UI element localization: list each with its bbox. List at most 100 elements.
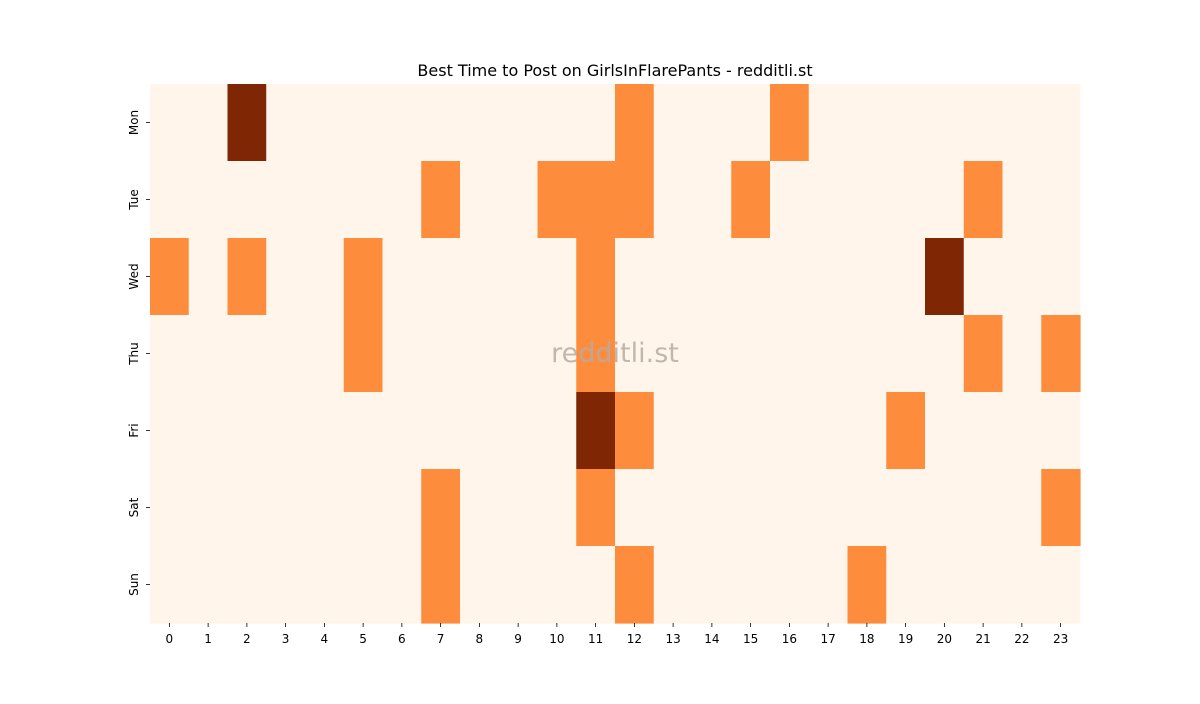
heatmap-cell-wed-10 <box>537 238 577 316</box>
heatmap-cell-wed-21 <box>963 238 1004 316</box>
heatmap-cell-sat-22 <box>1002 469 1042 547</box>
heatmap-cell-mon-2 <box>227 84 267 162</box>
heatmap-cell-mon-10 <box>537 84 577 162</box>
heatmap-cell-wed-4 <box>305 238 345 316</box>
y-tick-label-sat: Sat <box>127 497 141 517</box>
heatmap-cell-wed-6 <box>382 238 422 316</box>
heatmap-cell-sun-1 <box>188 546 229 624</box>
heatmap-cell-tue-18 <box>847 161 887 239</box>
heatmap-cell-tue-17 <box>808 161 849 239</box>
heatmap-cell-fri-18 <box>847 392 887 470</box>
x-axis: 0 1 2 3 4 5 6 7 8 9 10 11 12 13 14 15 16 17 18 19 20 21 22 23 <box>166 623 1068 646</box>
heatmap-cell-sun-19 <box>886 546 926 624</box>
heatmap-cell-tue-1 <box>188 161 229 239</box>
heatmap-cell-thu-5 <box>343 315 384 393</box>
heatmap-cell-thu-16 <box>770 315 810 393</box>
heatmap-cell-fri-15 <box>731 392 771 470</box>
heatmap-cell-wed-7 <box>421 238 461 316</box>
heatmap-cell-sat-17 <box>808 469 849 547</box>
heatmap-cell-wed-1 <box>188 238 229 316</box>
heatmap-cell-mon-11 <box>576 84 616 162</box>
heatmap-cell-sun-5 <box>343 546 384 624</box>
heatmap-cell-sat-20 <box>925 469 965 547</box>
heatmap-cell-tue-13 <box>653 161 694 239</box>
heatmap-cell-thu-0 <box>150 315 190 393</box>
heatmap-cell-thu-17 <box>808 315 849 393</box>
heatmap-cell-mon-3 <box>266 84 306 162</box>
heatmap-cell-wed-15 <box>731 238 771 316</box>
heatmap-cell-sat-23 <box>1041 469 1081 547</box>
heatmap-cell-sat-13 <box>653 469 694 547</box>
heatmap-cell-wed-13 <box>653 238 694 316</box>
heatmap-cell-tue-19 <box>886 161 926 239</box>
heatmap-cell-mon-8 <box>460 84 500 162</box>
heatmap-cell-fri-5 <box>343 392 384 470</box>
y-tick-label-fri: Fri <box>127 423 141 437</box>
heatmap-cell-wed-19 <box>886 238 926 316</box>
x-tick-label-6: 6 <box>398 632 406 646</box>
heatmap-cell-mon-18 <box>847 84 887 162</box>
heatmap-cell-thu-8 <box>460 315 500 393</box>
heatmap-cell-mon-19 <box>886 84 926 162</box>
heatmap-cell-fri-12 <box>615 392 655 470</box>
x-tick-label-3: 3 <box>282 632 290 646</box>
heatmap-cell-sun-17 <box>808 546 849 624</box>
x-tick-label-11: 11 <box>588 632 603 646</box>
heatmap-cell-fri-10 <box>537 392 577 470</box>
heatmap-cell-sun-11 <box>576 546 616 624</box>
heatmap-cell-fri-8 <box>460 392 500 470</box>
y-tick-label-thu: Thu <box>127 342 141 366</box>
heatmap-cell-sun-16 <box>770 546 810 624</box>
heatmap-cell-sat-1 <box>188 469 229 547</box>
heatmap-cell-sat-21 <box>963 469 1004 547</box>
heatmap-cell-fri-1 <box>188 392 229 470</box>
heatmap-cell-tue-14 <box>692 161 732 239</box>
x-tick-label-5: 5 <box>359 632 367 646</box>
heatmap-cell-mon-4 <box>305 84 345 162</box>
heatmap-cell-thu-19 <box>886 315 926 393</box>
heatmap-cell-tue-9 <box>498 161 539 239</box>
heatmap-cell-tue-7 <box>421 161 461 239</box>
heatmap-cell-sun-22 <box>1002 546 1042 624</box>
heatmap-cell-thu-14 <box>692 315 732 393</box>
y-tick-label-wed: Wed <box>127 263 141 289</box>
x-tick-label-7: 7 <box>437 632 445 646</box>
x-tick-label-18: 18 <box>859 632 874 646</box>
heatmap-cell-sat-16 <box>770 469 810 547</box>
heatmap-cell-tue-6 <box>382 161 422 239</box>
heatmap-cell-fri-11 <box>576 392 616 470</box>
heatmap-cell-sun-18 <box>847 546 887 624</box>
heatmap-cell-wed-9 <box>498 238 539 316</box>
heatmap-cell-mon-20 <box>925 84 965 162</box>
heatmap-cell-sat-10 <box>537 469 577 547</box>
x-tick-label-10: 10 <box>549 632 564 646</box>
heatmap-cell-wed-12 <box>615 238 655 316</box>
heatmap-cell-wed-2 <box>227 238 267 316</box>
watermark: redditli.st <box>551 338 679 369</box>
heatmap-cell-sat-4 <box>305 469 345 547</box>
heatmap-cell-sat-0 <box>150 469 190 547</box>
heatmap-cell-wed-20 <box>925 238 965 316</box>
heatmap-cell-sun-15 <box>731 546 771 624</box>
heatmap-cell-thu-7 <box>421 315 461 393</box>
heatmap-cell-tue-15 <box>731 161 771 239</box>
heatmap-cell-sun-21 <box>963 546 1004 624</box>
heatmap-cell-thu-2 <box>227 315 267 393</box>
heatmap-cell-wed-11 <box>576 238 616 316</box>
heatmap-cell-fri-13 <box>653 392 694 470</box>
x-tick-label-21: 21 <box>975 632 990 646</box>
heatmap-cell-wed-8 <box>460 238 500 316</box>
heatmap-cell-thu-12 <box>615 315 655 393</box>
heatmap-cell-mon-5 <box>343 84 384 162</box>
heatmap-cell-fri-20 <box>925 392 965 470</box>
chart-title: Best Time to Post on GirlsInFlarePants -… <box>417 61 812 80</box>
heatmap-cell-sun-6 <box>382 546 422 624</box>
x-tick-label-15: 15 <box>743 632 758 646</box>
heatmap-cell-mon-17 <box>808 84 849 162</box>
heatmap-cell-fri-9 <box>498 392 539 470</box>
y-tick-label-mon: Mon <box>127 110 141 135</box>
heatmap-cell-sat-19 <box>886 469 926 547</box>
x-tick-label-20: 20 <box>937 632 952 646</box>
